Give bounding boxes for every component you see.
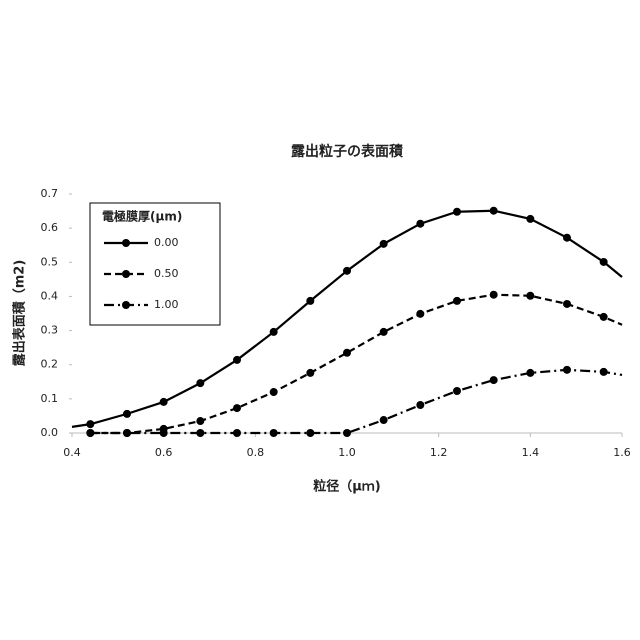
legend-title: 電極膜厚(μm) bbox=[102, 209, 182, 224]
x-tick-label: 1.0 bbox=[338, 446, 356, 459]
x-tick-label: 1.2 bbox=[430, 446, 448, 459]
y-tick-label: 0.7 bbox=[41, 187, 59, 200]
point bbox=[563, 366, 571, 374]
point bbox=[123, 429, 131, 437]
point bbox=[343, 349, 351, 357]
point bbox=[196, 379, 204, 387]
chart-title: 露出粒子の表面積 bbox=[291, 143, 404, 160]
point bbox=[600, 258, 608, 266]
y-tick-label: 0.4 bbox=[41, 289, 59, 302]
legend-label: 0.00 bbox=[154, 236, 179, 249]
point bbox=[196, 417, 204, 425]
y-tick-label: 0.5 bbox=[41, 255, 59, 268]
chart: 露出粒子の表面積 粒径（μｍ) 露出表面積（m2) 0.0 0.1 0.2 0.3 0.… bbox=[0, 0, 640, 640]
x-axis-label: 粒径（μｍ) bbox=[313, 479, 381, 495]
point bbox=[306, 297, 314, 305]
point bbox=[416, 401, 424, 409]
y-tick-label: 0.0 bbox=[41, 426, 59, 439]
legend-label: 1.00 bbox=[154, 298, 179, 311]
point bbox=[343, 267, 351, 275]
point bbox=[196, 429, 204, 437]
y-tick-label: 0.1 bbox=[41, 392, 59, 405]
point bbox=[160, 429, 168, 437]
point bbox=[490, 291, 498, 299]
point bbox=[416, 310, 424, 318]
point bbox=[380, 416, 388, 424]
legend-label: 0.50 bbox=[154, 267, 179, 280]
point bbox=[306, 429, 314, 437]
point bbox=[526, 292, 534, 300]
point bbox=[453, 297, 461, 305]
point bbox=[233, 404, 241, 412]
point bbox=[563, 234, 571, 242]
point bbox=[270, 328, 278, 336]
point bbox=[123, 410, 131, 418]
y-tick-label: 0.6 bbox=[41, 221, 59, 234]
point bbox=[600, 368, 608, 376]
x-tick-label: 0.8 bbox=[247, 446, 265, 459]
y-tick-label: 0.2 bbox=[41, 358, 59, 371]
point bbox=[490, 376, 498, 384]
point bbox=[233, 356, 241, 364]
point bbox=[380, 328, 388, 336]
point bbox=[86, 420, 94, 428]
point bbox=[526, 215, 534, 223]
y-axis-label: 露出表面積（m2) bbox=[12, 260, 28, 367]
legend-marker bbox=[122, 301, 130, 309]
point bbox=[490, 207, 498, 215]
point bbox=[160, 398, 168, 406]
legend-marker bbox=[122, 239, 130, 247]
x-tick-label: 0.4 bbox=[63, 446, 81, 459]
point bbox=[343, 429, 351, 437]
point bbox=[233, 429, 241, 437]
point bbox=[600, 313, 608, 321]
x-tick-label: 1.6 bbox=[613, 446, 631, 459]
x-tick-label: 0.6 bbox=[155, 446, 173, 459]
point bbox=[563, 300, 571, 308]
point bbox=[453, 208, 461, 216]
point bbox=[526, 369, 534, 377]
point bbox=[416, 220, 424, 228]
x-tick-label: 1.4 bbox=[522, 446, 540, 459]
point bbox=[380, 240, 388, 248]
point bbox=[270, 388, 278, 396]
point bbox=[453, 387, 461, 395]
point bbox=[86, 429, 94, 437]
series-line bbox=[90, 370, 622, 433]
point bbox=[270, 429, 278, 437]
point bbox=[306, 369, 314, 377]
y-tick-label: 0.3 bbox=[41, 324, 59, 337]
legend-marker bbox=[122, 270, 130, 278]
